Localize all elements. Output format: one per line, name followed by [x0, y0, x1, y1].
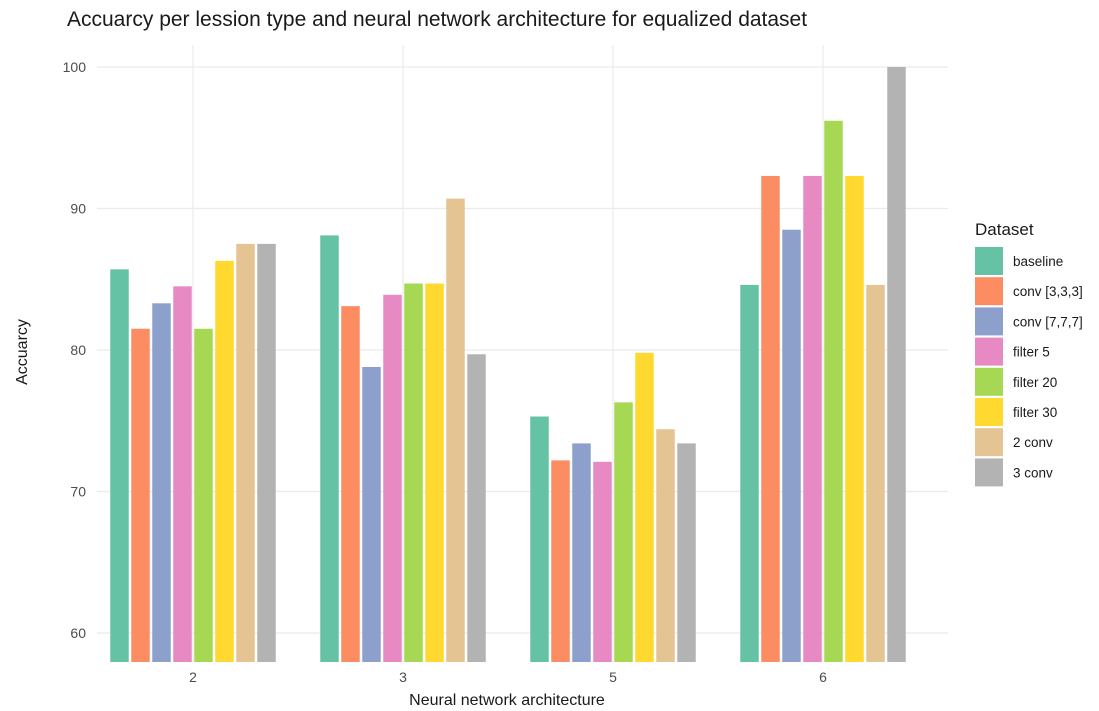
bar-filter-30-5	[635, 352, 654, 662]
y-tick-label: 80	[70, 342, 86, 358]
legend-key	[975, 337, 1003, 366]
legend: Dataset baseline conv [3,3,3] conv [7,7,7]…	[975, 220, 1083, 487]
bar-conv-7-7-7--5	[572, 443, 591, 662]
y-tick-label: 70	[70, 484, 86, 500]
legend-label: conv [7,7,7]	[1013, 314, 1083, 329]
legend-key	[975, 398, 1003, 426]
bar-baseline-3	[320, 235, 339, 662]
bar-conv-7-7-7--6	[782, 229, 801, 663]
bar-2-conv-3	[446, 198, 465, 662]
x-tick-label: 2	[189, 669, 197, 685]
bar-filter-5-5	[593, 461, 612, 662]
x-axis-ticks: 2 3 5 6	[189, 669, 827, 685]
bar-conv-3-3-3--5	[551, 460, 570, 662]
bar-3-conv-3	[467, 354, 486, 662]
legend-label: filter 30	[1013, 405, 1057, 420]
bar-conv-3-3-3--3	[341, 306, 360, 662]
chart-title: Accuarcy per lession type and neural net…	[67, 8, 807, 31]
bar-baseline-5	[530, 416, 549, 662]
legend-label: baseline	[1013, 254, 1063, 269]
legend-key	[975, 247, 1003, 275]
x-axis-label: Neural network architecture	[409, 692, 605, 709]
x-tick-label: 3	[399, 669, 407, 685]
legend-key	[975, 428, 1003, 457]
bar-2-conv-6	[866, 284, 885, 662]
bar-baseline-6	[740, 284, 759, 662]
bar-2-conv-2	[236, 243, 255, 663]
legend-label: filter 5	[1013, 345, 1050, 360]
y-axis-label: Accuarcy	[14, 319, 31, 385]
x-tick-label: 5	[609, 669, 617, 685]
legend-label: 3 conv	[1013, 465, 1053, 480]
bar-filter-20-6	[824, 120, 843, 662]
legend-label: conv [3,3,3]	[1013, 284, 1083, 299]
bar-3-conv-5	[677, 443, 696, 662]
legend-title: Dataset	[975, 220, 1034, 239]
bar-baseline-2	[110, 269, 129, 662]
legend-key	[975, 458, 1003, 487]
legend-key	[975, 277, 1003, 306]
bars	[110, 67, 906, 663]
legend-label: 2 conv	[1013, 435, 1053, 450]
bar-filter-5-2	[173, 286, 192, 662]
bar-filter-30-6	[845, 175, 864, 662]
bar-3-conv-2	[257, 243, 276, 663]
bar-conv-7-7-7--3	[362, 366, 381, 662]
bar-3-conv-6	[887, 67, 906, 662]
bar-conv-3-3-3--6	[761, 175, 780, 662]
bar-filter-30-3	[425, 283, 444, 662]
legend-key	[975, 367, 1003, 396]
legend-key	[975, 307, 1003, 336]
bar-filter-20-3	[404, 283, 423, 662]
bar-filter-30-2	[215, 260, 234, 662]
y-tick-label: 90	[70, 201, 86, 217]
bar-2-conv-5	[656, 429, 675, 662]
y-axis-ticks: 60 70 80 90 100	[63, 59, 87, 641]
bar-filter-5-3	[383, 294, 402, 662]
y-tick-label: 60	[70, 625, 86, 641]
bar-conv-7-7-7--2	[152, 303, 171, 662]
bar-filter-20-5	[614, 402, 633, 662]
x-tick-label: 6	[819, 669, 827, 685]
bar-filter-20-2	[194, 328, 213, 662]
y-tick-label: 100	[63, 59, 87, 75]
bar-conv-3-3-3--2	[131, 328, 150, 662]
bar-filter-5-6	[803, 175, 822, 662]
legend-label: filter 20	[1013, 375, 1057, 390]
